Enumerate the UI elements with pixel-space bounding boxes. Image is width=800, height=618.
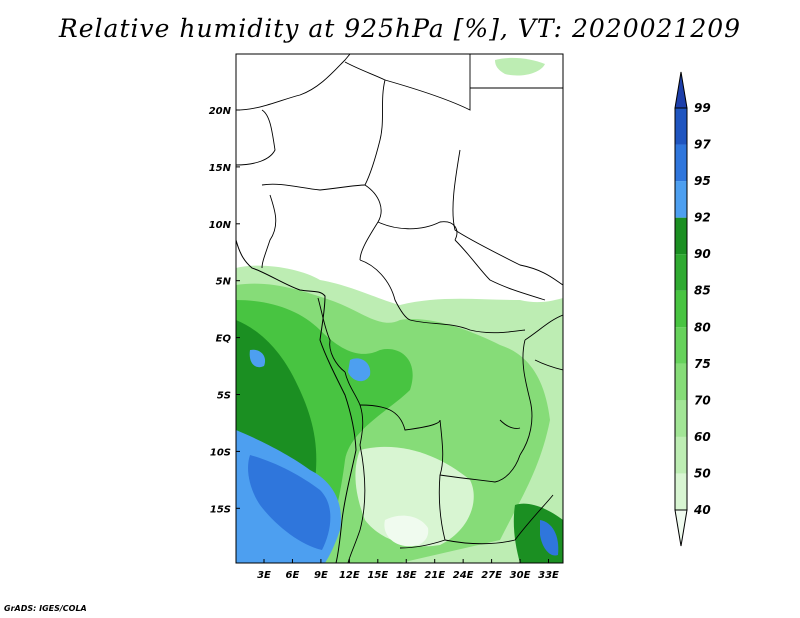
chart-title: Relative humidity at 925hPa [%], VT: 202… [58,14,742,43]
map-frame [235,53,564,564]
colorbar-label: 50 [694,466,711,480]
lat-tick-label: 10N [209,220,232,231]
colorbar-label: 70 [694,393,711,407]
colorbar-label: 95 [694,174,711,188]
humidity-speck-2 [249,349,266,368]
lon-tick-label: 30E [510,570,531,581]
lat-tick-label: 15N [209,163,232,174]
colorbar-swatch [675,144,687,182]
lat-ticks: 20N 15N 10N 5N EQ 5S 10S 15S [209,106,240,515]
lat-tick-label: 5N [216,277,232,288]
humidity-region-40 [384,515,429,547]
lon-tick-label: 24E [453,570,474,581]
colorbar-swatch [675,473,687,510]
colorbar: 40 50 60 70 75 80 85 90 92 95 97 99 [674,71,711,547]
lon-tick-label: 9E [314,570,328,581]
colorbar-label: 75 [694,357,711,371]
colorbar-swatch [675,181,687,218]
humidity-region-east-97 [540,520,559,556]
coastline [236,239,357,563]
lon-tick-label: 18E [396,570,417,581]
colorbar-label: 60 [694,430,711,444]
lon-tick-label: 33E [538,570,559,581]
humidity-region-97 [248,455,331,550]
humidity-region-north-60 [495,57,545,76]
colorbar-label: 80 [694,320,711,334]
lon-tick-label: 21E [424,570,445,581]
lat-tick-label: 15S [210,504,231,515]
colorbar-arrow-high [674,71,688,109]
colorbar-swatch [675,217,687,255]
colorbar-swatch [675,327,687,364]
lon-tick-label: 15E [367,570,388,581]
country-borders [236,54,563,563]
lat-tick-label: 10S [210,447,231,458]
colorbar-swatch [675,290,687,328]
lat-tick-label: EQ [216,334,232,345]
humidity-speck-1 [348,358,371,382]
colorbar-label: 90 [694,247,711,261]
colorbar-label: 99 [694,101,711,115]
lon-tick-label: 12E [339,570,360,581]
lon-tick-label: 27E [481,570,502,581]
colorbar-label: 92 [694,211,711,225]
colorbar-label: 85 [694,284,711,298]
humidity-field [236,57,563,563]
colorbar-arrow-low [674,509,688,547]
colorbar-swatch [675,108,687,145]
lon-tick-label: 6E [286,570,300,581]
colorbar-frame [674,107,688,511]
colorbar-label: 40 [693,503,711,517]
colorbar-swatch [675,400,687,437]
lon-tick-label: 3E [257,570,271,581]
colorbar-label: 97 [694,138,711,152]
lon-ticks: 3E 6E 9E 12E 15E 18E 21E 24E 27E 30E 33E [257,559,559,581]
colorbar-swatch [675,254,687,291]
colorbar-swatch [675,363,687,401]
lat-tick-label: 5S [217,391,231,402]
credit-label: GrADS: IGES/COLA [4,604,87,613]
lat-tick-label: 20N [209,106,232,117]
colorbar-swatch [675,436,687,474]
